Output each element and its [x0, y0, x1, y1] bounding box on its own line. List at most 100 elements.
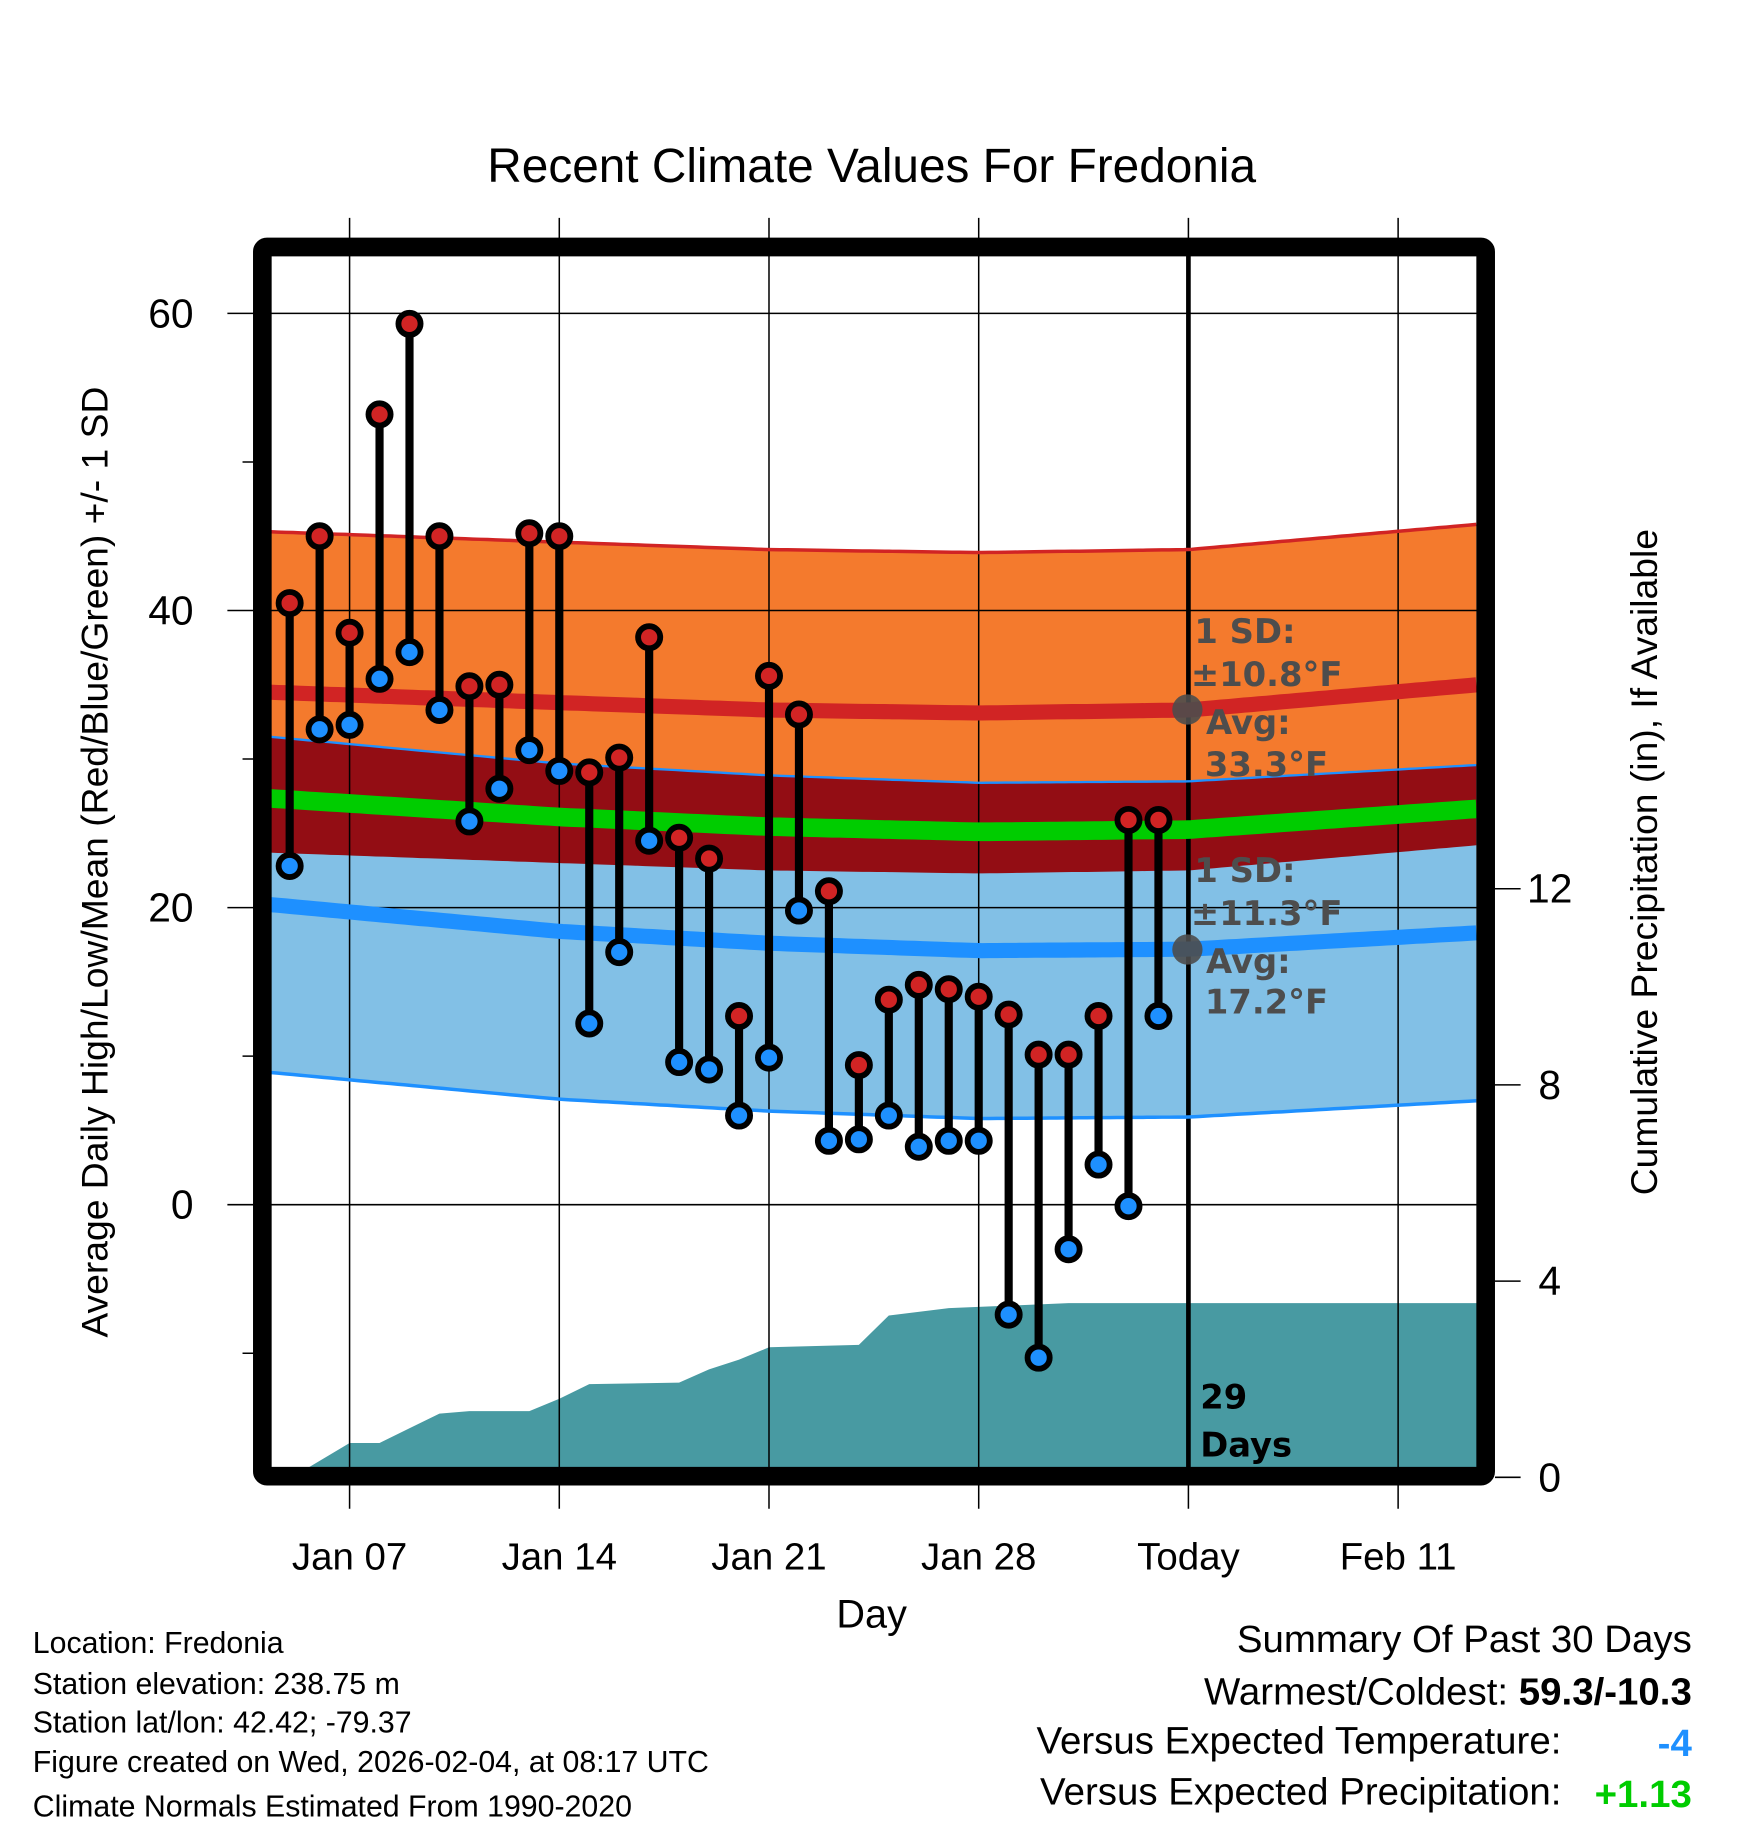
low-point [395, 638, 424, 667]
low-avg-value: 17.2°F [1205, 983, 1328, 1022]
high-point [635, 623, 664, 652]
low-point [1114, 1192, 1143, 1221]
plot-frame [253, 237, 1495, 1486]
high-point [455, 672, 484, 701]
low-point [425, 696, 454, 725]
temp-vs-expected-value: -4 [1658, 1722, 1693, 1765]
low-avg-label: Avg: [1206, 942, 1291, 981]
low-point [814, 1126, 843, 1155]
y-tick-label: 20 [148, 885, 193, 931]
temp-vs-expected-label: Versus Expected Temperature: [1036, 1719, 1561, 1762]
low-point [545, 756, 574, 785]
low-point [1054, 1235, 1083, 1264]
y-tick-label: 60 [148, 290, 193, 336]
high-point [485, 670, 514, 699]
footer-info: Location: Fredonia Station elevation: 23… [33, 1627, 709, 1823]
low-sd-value: ±11.3°F [1191, 894, 1343, 933]
low-point [665, 1048, 694, 1077]
high-point [1054, 1040, 1083, 1069]
days-label: Days [1200, 1425, 1292, 1464]
y2-tick-label: 8 [1538, 1062, 1561, 1108]
low-avg-marker [1172, 934, 1203, 965]
low-point [934, 1126, 963, 1155]
observations [275, 309, 1173, 1372]
high-point [665, 823, 694, 852]
grid [227, 217, 1478, 1509]
footer-normals: Climate Normals Estimated From 1990-2020 [33, 1790, 632, 1823]
high-avg-label: Avg: [1206, 703, 1291, 742]
high-point [1084, 1002, 1113, 1031]
high-avg-marker [1172, 694, 1203, 725]
high-sd-label: 1 SD: [1194, 612, 1295, 651]
high-point [335, 618, 364, 647]
axes: Jan 07 Jan 14 Jan 21 Jan 28 Today Feb 1160402… [148, 290, 1572, 1578]
annotations: 1 SD: ±10.8°F Avg: 33.3°F 1 SD: ±11.3°F … [1172, 612, 1342, 1464]
y-tick-label: 40 [148, 587, 193, 633]
low-point [695, 1055, 724, 1084]
precip-vs-expected-label: Versus Expected Precipitation: [1040, 1771, 1561, 1814]
footer-created: Figure created on Wed, 2026-02-04, at 08… [33, 1746, 709, 1779]
low-point [305, 715, 334, 744]
high-point [1144, 805, 1173, 834]
precipitation-fill [270, 1303, 1478, 1468]
low-point [964, 1126, 993, 1155]
high-point [305, 522, 334, 551]
high-point [575, 758, 604, 787]
warmest-coldest-value: 59.3/-10.3 [1519, 1671, 1692, 1714]
low-point [1024, 1343, 1053, 1372]
summary-warmest-coldest: Warmest/Coldest: 59.3/-10.3 [1204, 1671, 1692, 1714]
precipitation-area [270, 1303, 1478, 1468]
high-point [844, 1051, 873, 1080]
x-tick-label: Jan 21 [711, 1535, 826, 1578]
high-point [425, 522, 454, 551]
high-avg-value: 33.3°F [1205, 745, 1328, 784]
y-tick-label: 0 [171, 1182, 194, 1228]
high-point [605, 743, 634, 772]
high-point [545, 522, 574, 551]
low-point [275, 852, 304, 880]
low-point [784, 896, 813, 925]
high-point [695, 844, 724, 873]
high-point [934, 975, 963, 1004]
x-tick-label: Feb 11 [1340, 1535, 1457, 1578]
warmest-coldest-label: Warmest/Coldest: [1204, 1671, 1519, 1714]
y2-tick-label: 4 [1538, 1258, 1561, 1304]
low-point [635, 826, 664, 855]
low-lower-sd-line [270, 1070, 1477, 1121]
high-point [964, 982, 993, 1011]
low-point [844, 1125, 873, 1154]
low-point [605, 938, 634, 967]
low-point [575, 1009, 604, 1038]
x-tick-label: Jan 28 [921, 1535, 1036, 1578]
high-upper-sd-line [270, 522, 1477, 555]
low-sd-label: 1 SD: [1194, 851, 1295, 890]
high-point [395, 309, 424, 338]
high-point [275, 589, 304, 618]
precip-vs-expected-value: +1.13 [1595, 1773, 1692, 1816]
y2-tick-label: 0 [1538, 1454, 1561, 1500]
low-point [874, 1101, 903, 1130]
high-point [904, 970, 933, 999]
high-point [725, 1002, 754, 1031]
chart-title: Recent Climate Values For Fredonia [487, 140, 1256, 193]
high-point [994, 1000, 1023, 1029]
low-point [335, 710, 364, 739]
low-point [455, 807, 484, 836]
high-point [515, 519, 544, 548]
y2-axis-label: Cumulative Precipitation (in), If Availa… [1623, 529, 1665, 1195]
high-point [1024, 1040, 1053, 1069]
low-point [1084, 1150, 1113, 1179]
high-point [365, 400, 394, 429]
summary-panel: Summary Of Past 30 Days Warmest/Coldest:… [1036, 1618, 1692, 1816]
low-point [365, 664, 394, 693]
high-sd-value: ±10.8°F [1191, 655, 1343, 694]
footer-latlon: Station lat/lon: 42.42; -79.37 [33, 1706, 412, 1739]
low-point [485, 774, 514, 803]
days-count: 29 [1200, 1378, 1247, 1417]
high-point [814, 877, 843, 906]
summary-title: Summary Of Past 30 Days [1237, 1618, 1692, 1661]
footer-location: Location: Fredonia [33, 1627, 284, 1660]
low-point [755, 1043, 783, 1072]
footer-elevation: Station elevation: 238.75 m [33, 1668, 400, 1701]
low-point [515, 736, 544, 765]
